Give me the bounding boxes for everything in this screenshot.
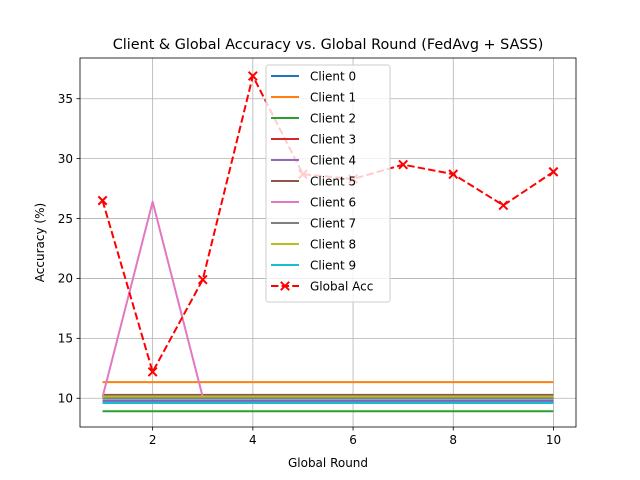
legend-box bbox=[265, 64, 391, 303]
legend-label: Global Acc bbox=[310, 279, 373, 293]
x-axis-label: Global Round bbox=[288, 456, 368, 470]
legend-label: Client 0 bbox=[310, 69, 356, 83]
legend-label: Client 1 bbox=[310, 90, 356, 104]
x-tick-label: 4 bbox=[249, 433, 257, 447]
legend-label: Client 4 bbox=[310, 153, 356, 167]
legend-label: Client 3 bbox=[310, 132, 356, 146]
data-point-global-acc bbox=[448, 169, 459, 180]
data-point-global-acc bbox=[398, 159, 409, 170]
x-tick-label: 2 bbox=[149, 433, 157, 447]
chart-title: Client & Global Accuracy vs. Global Roun… bbox=[113, 37, 544, 53]
y-tick-label: 20 bbox=[58, 272, 73, 286]
data-point-global-acc bbox=[147, 366, 158, 377]
legend-label: Client 8 bbox=[310, 237, 356, 251]
legend-label: Client 2 bbox=[310, 111, 356, 125]
legend: Client 0 Client 1 Client 2 Client 3 Client 4… bbox=[265, 64, 391, 303]
legend-label: Client 9 bbox=[310, 258, 356, 272]
legend-label: Client 7 bbox=[310, 216, 356, 230]
legend-label: Client 5 bbox=[310, 174, 356, 188]
data-point-global-acc bbox=[498, 200, 509, 211]
data-point-global-acc bbox=[247, 71, 258, 81]
data-point-global-acc bbox=[197, 274, 208, 285]
y-tick-label: 35 bbox=[58, 92, 73, 106]
axis-ticks: 2 4 6 8 10 10 15 20 25 30 35 bbox=[58, 92, 561, 447]
y-tick-label: 30 bbox=[58, 152, 73, 166]
legend-marker bbox=[280, 281, 290, 291]
legend-label: Client 6 bbox=[310, 195, 356, 209]
y-tick-label: 15 bbox=[58, 332, 73, 346]
x-tick-label: 8 bbox=[449, 433, 457, 447]
x-tick-label: 6 bbox=[349, 433, 357, 447]
y-axis-label: Accuracy (%) bbox=[33, 203, 47, 282]
x-tick-label: 10 bbox=[546, 433, 561, 447]
y-tick-label: 10 bbox=[58, 392, 73, 406]
data-point-global-acc bbox=[97, 195, 108, 206]
data-point-global-acc bbox=[548, 166, 559, 177]
y-tick-label: 25 bbox=[58, 212, 73, 226]
plot-frame bbox=[79, 57, 577, 428]
